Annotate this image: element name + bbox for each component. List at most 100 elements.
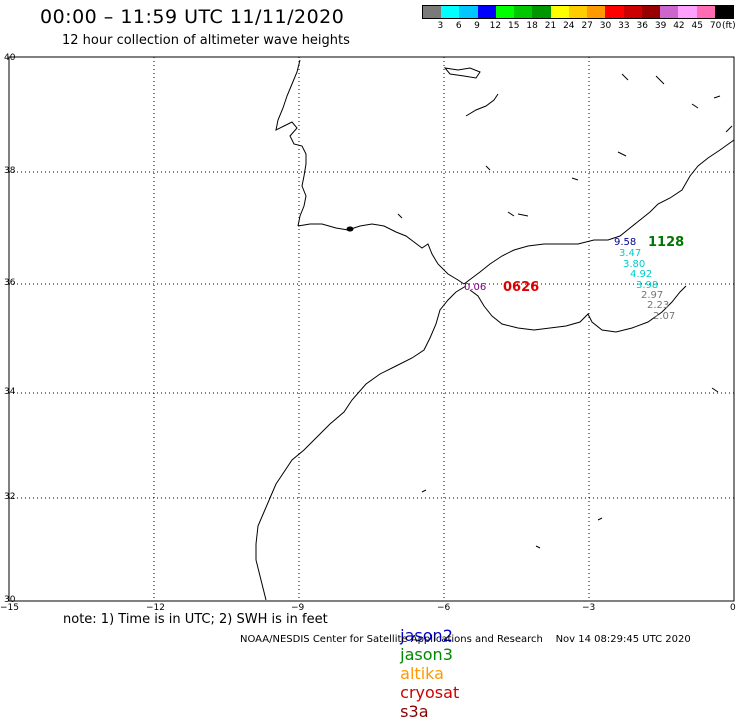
scale-swatch — [678, 6, 697, 18]
scale-label: 12 — [489, 21, 502, 31]
scale-label: 9 — [474, 21, 480, 31]
map-frame — [8, 56, 735, 602]
track-swh-label: 3.47 — [619, 248, 641, 259]
scale-swatch — [477, 6, 496, 18]
scale-label: 3 — [437, 21, 444, 31]
lon-axis-labels: −15 −12 −9 −6 −3 0 — [0, 603, 736, 613]
scale-swatch — [423, 6, 442, 18]
legend-jason2: jason2 — [400, 626, 453, 645]
legend-cryosat: cryosat — [400, 683, 460, 702]
scale-label: 70 — [709, 21, 722, 31]
page-subtitle: 12 hour collection of altimeter wave hei… — [62, 33, 350, 48]
scale-swatch — [532, 6, 551, 18]
scale-label: 36 — [636, 21, 648, 31]
footer-note: note: 1) Time is in UTC; 2) SWH is in fe… — [63, 612, 328, 627]
wave-height-color-scale — [422, 5, 734, 19]
lat-label: 38 — [4, 166, 16, 176]
track-swh-label: 2.97 — [641, 290, 663, 301]
coast-gulf-of-cadiz — [297, 223, 465, 285]
track-swh-label: 3.80 — [623, 259, 645, 270]
scale-label: 27 — [581, 21, 593, 31]
island-2 — [465, 93, 499, 117]
island-5 — [691, 103, 699, 109]
scale-label: 33 — [618, 21, 630, 31]
lon-label: −9 — [291, 603, 305, 613]
scale-swatch — [514, 6, 533, 18]
lat-label: 40 — [4, 53, 16, 63]
island-8 — [507, 211, 515, 217]
scale-swatch — [441, 6, 460, 18]
scale-label: 21 — [544, 21, 557, 31]
track-cryosat-time: 0626 — [503, 280, 539, 295]
scale-swatch — [641, 6, 661, 18]
track-swh-label: 9.58 — [614, 237, 636, 248]
wave-height-scale-labels: 3 6 9 12 15 18 21 24 27 30 33 36 39 42 45 70 (ft) — [422, 21, 740, 33]
lon-label: −15 — [0, 603, 19, 613]
track-swh-label: 2.07 — [653, 311, 675, 322]
legend-jason3: jason3 — [400, 645, 453, 664]
island-9 — [517, 213, 529, 217]
island-15 — [597, 517, 603, 521]
scale-label: 18 — [526, 21, 538, 31]
scale-label: 6 — [455, 21, 462, 31]
legend-altika: altika — [400, 664, 444, 683]
scale-label: 42 — [673, 21, 685, 31]
scale-label: 39 — [654, 21, 667, 31]
altimeter-tracks: 0.06 0626 9.58 1128 3.47 3.80 4.92 3.98 … — [464, 235, 684, 322]
scale-swatch — [696, 6, 715, 18]
legend-s3a: s3a — [400, 702, 429, 721]
island-12 — [571, 177, 579, 181]
island-16 — [535, 545, 541, 549]
scale-label: 15 — [508, 21, 520, 31]
island-3 — [621, 73, 629, 81]
satellite-legend: jason2 jason3 altika cryosat s3a — [390, 607, 468, 721]
lake-1 — [346, 226, 354, 232]
lon-label: 0 — [730, 603, 736, 613]
lat-axis-labels: 40 38 36 34 32 30 — [4, 53, 16, 605]
lon-label: −3 — [582, 603, 595, 613]
scale-label: 45 — [691, 21, 704, 31]
lon-label: −6 — [437, 603, 451, 613]
lat-label: 30 — [4, 595, 16, 605]
island-13 — [617, 151, 627, 157]
lat-label: 32 — [4, 492, 15, 502]
scale-swatch — [605, 6, 624, 18]
coast-morocco-atlantic — [255, 285, 467, 601]
scale-swatch — [587, 6, 606, 18]
scale-label: 24 — [563, 21, 575, 31]
island-1 — [443, 67, 481, 79]
scale-label: 30 — [599, 21, 612, 31]
lon-label: −12 — [146, 603, 165, 613]
island-14 — [421, 489, 427, 493]
track-jason3-time: 1128 — [648, 235, 684, 250]
scale-swatch — [459, 6, 478, 18]
scale-swatch — [550, 6, 569, 18]
island-6 — [713, 95, 721, 99]
scale-swatch — [568, 6, 588, 18]
island-10 — [397, 213, 403, 219]
coast-morocco-mediterranean — [469, 285, 687, 333]
credit-line: NOAA/NESDIS Center for Satellite Applica… — [240, 634, 691, 645]
island-7 — [725, 125, 733, 133]
coast-portugal — [275, 59, 307, 227]
track-swh-label: 3.98 — [636, 280, 658, 291]
island-11 — [485, 165, 491, 171]
scale-swatch — [660, 6, 679, 18]
islands — [346, 67, 733, 549]
scale-swatch — [623, 6, 642, 18]
coastline — [255, 59, 735, 601]
altimeter-map: 40 38 36 34 32 30 −15 −12 −9 −6 −3 0 0.0… — [0, 53, 736, 613]
scale-swatch — [714, 6, 733, 18]
track-cryosat-swh: 0.06 — [464, 282, 486, 293]
scale-swatch — [495, 6, 515, 18]
lat-label: 34 — [4, 387, 16, 397]
island-4 — [655, 75, 665, 85]
scale-label: (ft) — [722, 21, 736, 31]
island-17 — [711, 387, 719, 393]
page-title: 00:00 – 11:59 UTC 11/11/2020 — [40, 6, 345, 28]
track-swh-label: 2.23 — [647, 300, 669, 311]
track-swh-label: 4.92 — [630, 269, 652, 280]
graticule — [9, 57, 734, 601]
coast-spain-south — [463, 139, 735, 285]
lat-label: 36 — [4, 278, 16, 288]
